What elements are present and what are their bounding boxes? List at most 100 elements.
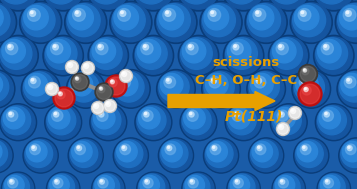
Circle shape — [110, 1, 152, 43]
Circle shape — [340, 5, 357, 30]
Circle shape — [100, 180, 102, 182]
Circle shape — [278, 44, 284, 50]
Circle shape — [90, 104, 127, 141]
Circle shape — [321, 175, 340, 189]
Circle shape — [317, 105, 351, 139]
Circle shape — [49, 86, 50, 87]
Circle shape — [7, 44, 13, 50]
Circle shape — [98, 86, 105, 93]
Circle shape — [73, 9, 85, 21]
Circle shape — [298, 9, 311, 21]
Circle shape — [45, 37, 82, 74]
Circle shape — [9, 112, 11, 115]
Circle shape — [211, 11, 213, 14]
Circle shape — [254, 76, 266, 88]
Circle shape — [292, 109, 294, 112]
Circle shape — [8, 178, 18, 188]
Circle shape — [165, 144, 176, 155]
Circle shape — [6, 43, 18, 55]
FancyArrow shape — [168, 91, 275, 111]
Circle shape — [341, 73, 357, 96]
Circle shape — [25, 140, 52, 167]
Circle shape — [123, 72, 125, 75]
Circle shape — [115, 139, 147, 172]
Circle shape — [30, 144, 40, 155]
Circle shape — [301, 78, 307, 84]
Circle shape — [52, 110, 63, 121]
Circle shape — [70, 140, 98, 167]
Circle shape — [100, 112, 102, 115]
Circle shape — [230, 175, 250, 189]
Circle shape — [66, 70, 105, 108]
Circle shape — [43, 35, 84, 76]
Circle shape — [208, 9, 221, 21]
Circle shape — [143, 44, 149, 50]
Circle shape — [337, 3, 357, 42]
Circle shape — [44, 0, 78, 4]
Circle shape — [50, 175, 69, 189]
Circle shape — [268, 35, 309, 76]
Circle shape — [140, 175, 160, 189]
Circle shape — [205, 139, 237, 172]
Circle shape — [178, 0, 219, 9]
Circle shape — [235, 112, 237, 115]
Circle shape — [335, 1, 357, 43]
Circle shape — [300, 84, 320, 104]
Circle shape — [159, 5, 183, 30]
Circle shape — [155, 1, 197, 43]
Circle shape — [66, 3, 105, 42]
Circle shape — [95, 105, 96, 106]
Circle shape — [75, 77, 79, 80]
Circle shape — [202, 3, 241, 42]
Circle shape — [167, 79, 169, 81]
Circle shape — [256, 11, 258, 14]
Circle shape — [319, 107, 341, 129]
Text: scissions: scissions — [212, 56, 279, 68]
Circle shape — [107, 77, 125, 95]
Circle shape — [316, 38, 348, 69]
Circle shape — [31, 146, 36, 151]
Circle shape — [0, 138, 13, 173]
Circle shape — [270, 37, 307, 74]
Circle shape — [70, 139, 102, 172]
Circle shape — [212, 79, 214, 81]
Circle shape — [274, 174, 300, 189]
Circle shape — [0, 104, 36, 141]
Circle shape — [190, 112, 192, 115]
Circle shape — [202, 4, 235, 37]
Circle shape — [100, 179, 104, 184]
Circle shape — [184, 107, 205, 129]
Circle shape — [253, 9, 266, 21]
Circle shape — [111, 3, 150, 42]
Circle shape — [55, 179, 59, 184]
Circle shape — [138, 174, 169, 189]
Circle shape — [294, 138, 329, 173]
Circle shape — [90, 37, 127, 74]
Circle shape — [0, 37, 37, 74]
Circle shape — [247, 3, 286, 42]
Circle shape — [45, 38, 77, 69]
Circle shape — [180, 37, 217, 74]
Circle shape — [49, 174, 75, 189]
Circle shape — [53, 87, 75, 109]
Circle shape — [202, 70, 240, 108]
Circle shape — [131, 0, 175, 11]
Circle shape — [236, 180, 237, 182]
Circle shape — [21, 3, 60, 42]
Circle shape — [224, 0, 258, 4]
Circle shape — [190, 179, 195, 184]
Circle shape — [0, 139, 12, 172]
Circle shape — [107, 103, 108, 104]
Circle shape — [65, 1, 107, 43]
Circle shape — [88, 0, 129, 9]
Circle shape — [115, 140, 143, 167]
Circle shape — [158, 71, 194, 107]
Circle shape — [92, 106, 121, 135]
Circle shape — [31, 79, 34, 81]
Circle shape — [234, 45, 236, 47]
Circle shape — [272, 105, 306, 139]
Circle shape — [293, 4, 326, 37]
Circle shape — [1, 172, 35, 189]
Circle shape — [181, 105, 216, 139]
Circle shape — [292, 110, 293, 111]
